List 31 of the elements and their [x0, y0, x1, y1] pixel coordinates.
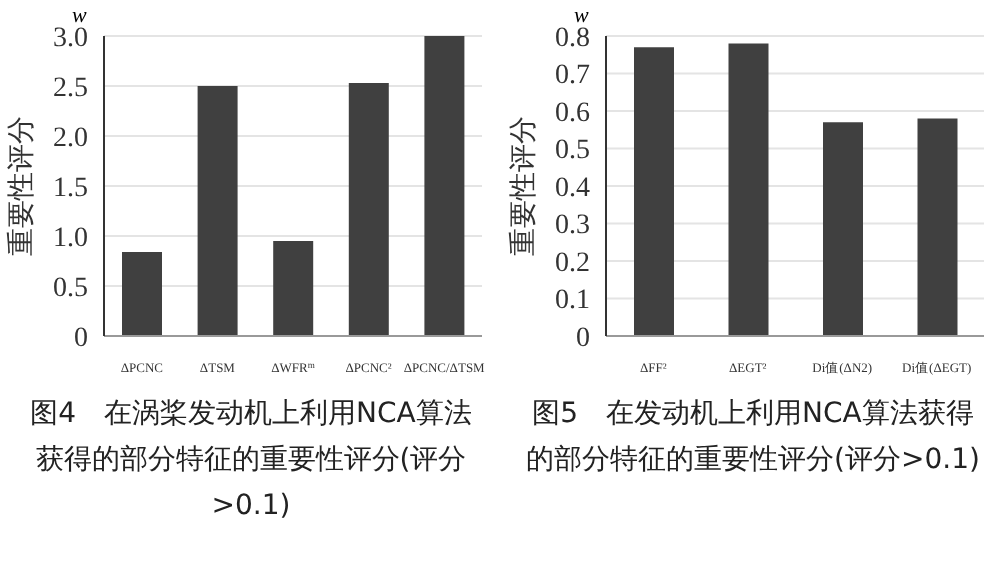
y-tick-label: 0	[576, 323, 590, 354]
y-tick-label: 2.5	[53, 73, 88, 104]
y-axis-title: 重要性评分	[5, 116, 38, 256]
text: w	[72, 4, 87, 28]
bar	[917, 118, 958, 336]
y-tick-label: 3.0	[53, 23, 88, 54]
bar	[728, 43, 769, 336]
y-tick-label: 1.5	[53, 173, 88, 204]
bar	[634, 47, 674, 336]
text: 图4 在涡桨发动机上利用NCA算法获得的部分特征的重要性评分(评分>0.1)	[28, 396, 474, 526]
y-tick-label: 0	[74, 323, 88, 354]
y-tick-label: 1.0	[53, 223, 88, 254]
text: w	[574, 4, 589, 28]
bar	[348, 83, 389, 336]
y-tick-label: 0.6	[555, 98, 590, 129]
bar	[273, 241, 314, 336]
bar	[197, 86, 238, 336]
y-tick-label: 0.7	[555, 61, 590, 92]
y-axis-title: 重要性评分	[507, 116, 540, 256]
y-tick-label: 0.8	[555, 23, 590, 54]
y-tick-label: 0.4	[555, 173, 590, 204]
y-tick-label: 0.1	[555, 286, 590, 317]
y-tick-label: 0.2	[555, 248, 590, 279]
y-tick-label: 0.5	[555, 136, 590, 167]
text: 图5 在发动机上利用NCA算法获得的部分特征的重要性评分(评分>0.1)	[524, 396, 982, 480]
y-tick-label: 0.3	[555, 211, 590, 242]
bar	[424, 36, 465, 336]
bar	[823, 122, 863, 336]
y-tick-label: 0.5	[53, 273, 88, 304]
y-tick-label: 2.0	[53, 123, 88, 154]
bar	[122, 252, 162, 336]
